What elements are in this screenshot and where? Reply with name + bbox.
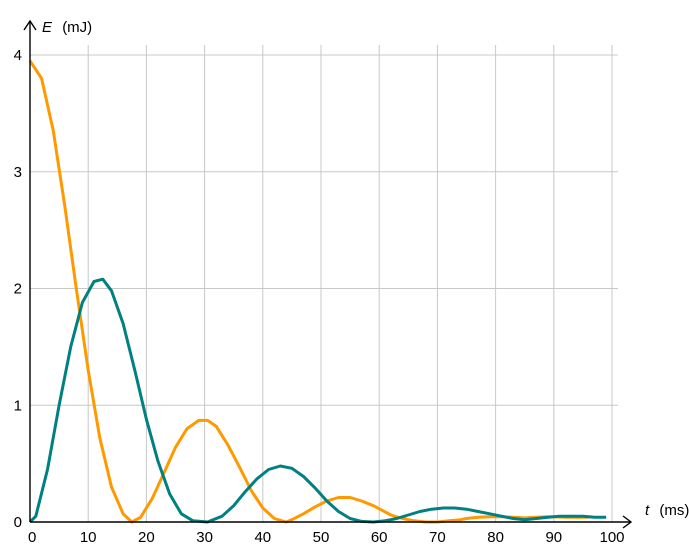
y-tick-label: 2: [14, 281, 22, 298]
x-tick-label: 60: [371, 529, 388, 546]
x-axis-unit: (ms): [659, 502, 689, 519]
series-layer: [28, 59, 607, 524]
y-tick-label: 3: [14, 164, 22, 181]
series-line-1: [28, 59, 589, 524]
x-tick-label: 100: [599, 529, 624, 546]
gridlines: [30, 45, 618, 522]
x-tick-label: 80: [487, 529, 504, 546]
series-line-2: [28, 277, 607, 524]
x-tick-label: 50: [313, 529, 330, 546]
y-axis-unit: (mJ): [62, 19, 92, 36]
y-tick-labels: 0 1 2 3 4: [14, 47, 22, 531]
y-axis-arrow: [23, 19, 37, 31]
y-axis-symbol: E: [42, 19, 53, 36]
x-tick-label: 10: [80, 529, 97, 546]
y-tick-label: 4: [14, 47, 22, 64]
y-axis-label: E (mJ): [42, 19, 92, 36]
x-tick-label: 0: [28, 529, 36, 546]
x-tick-label: 30: [196, 529, 213, 546]
y-tick-label: 1: [14, 397, 22, 414]
x-axis-arrow: [622, 515, 633, 529]
y-tick-label: 0: [14, 514, 22, 531]
x-tick-label: 20: [138, 529, 155, 546]
x-tick-label: 40: [254, 529, 271, 546]
x-tick-label: 90: [545, 529, 562, 546]
x-tick-label: 70: [429, 529, 446, 546]
x-axis-label: t (ms): [645, 502, 689, 519]
x-axis-symbol: t: [645, 502, 650, 519]
x-tick-labels: 0 10 20 30 40 50 60 70 80 90 100: [28, 529, 625, 546]
